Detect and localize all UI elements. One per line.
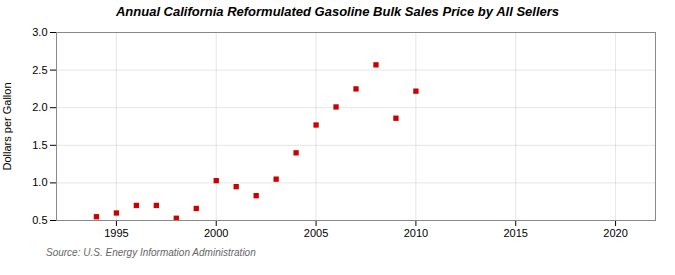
svg-text:1995: 1995 <box>104 227 128 239</box>
html-text:Source: U.S. Energy Informatio: Source: U.S. Energy Information Administ… <box>46 247 256 258</box>
svg-text:Dollars per Gallon: Dollars per Gallon <box>1 82 13 170</box>
svg-text:2020: 2020 <box>603 227 627 239</box>
svg-text:0.5: 0.5 <box>32 214 47 226</box>
svg-text:1.0: 1.0 <box>32 176 47 188</box>
svg-text:3.0: 3.0 <box>32 26 47 38</box>
svg-text:2.5: 2.5 <box>32 64 47 76</box>
svg-text:2005: 2005 <box>304 227 328 239</box>
svg-text:2010: 2010 <box>404 227 428 239</box>
svg-text:2000: 2000 <box>204 227 228 239</box>
html-text:Annual California Reformulated: Annual California Reformulated Gasoline … <box>115 4 559 19</box>
svg-text:1.5: 1.5 <box>32 139 47 151</box>
svg-text:2015: 2015 <box>503 227 527 239</box>
svg-text:2.0: 2.0 <box>32 101 47 113</box>
